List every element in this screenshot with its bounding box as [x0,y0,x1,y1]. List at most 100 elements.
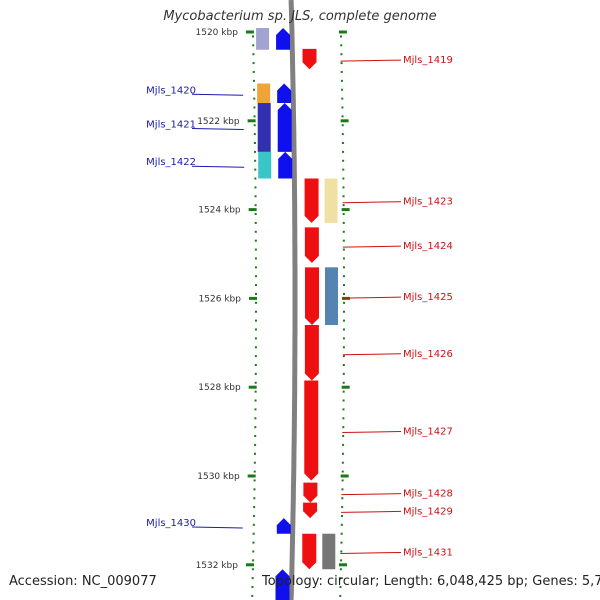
tick-dot [252,53,255,56]
gene-arrow[interactable] [275,569,290,600]
tick-dot [254,443,257,446]
tick-dot [252,79,255,82]
tick-dot [254,266,257,269]
gene-arrow-mjls_1430[interactable] [276,518,291,534]
gene-arrow-mjls_1427[interactable] [304,380,319,481]
tick-dot [254,168,257,171]
tick-label: 1528 kbp [198,383,241,393]
gene-label[interactable]: Mjls_1428 [403,489,453,500]
gene-arrow-mjls_1422[interactable] [278,151,293,179]
tick-dot [341,506,344,509]
tick-mark [338,563,347,567]
tick-dot [253,506,256,509]
tick-mark [247,119,256,123]
gene-arrow-mjls_1429[interactable] [303,502,318,519]
tick-dot [251,594,254,597]
tick-dot [342,435,345,438]
tick-dot [254,364,257,366]
tick-dot [252,62,255,65]
leader-line [342,353,402,356]
tick-dot [254,177,257,180]
gene-label[interactable]: Mjls_1431 [403,547,453,558]
tick-dot [342,310,345,313]
gene-arrow-mjls_1420[interactable] [277,83,292,104]
tick-dot [252,559,255,562]
tick-dot [254,408,257,411]
cog-bar [258,151,272,179]
tick-dot [254,301,257,304]
tick-dot [253,470,256,473]
tick-mark [245,30,254,34]
tick-dot [341,133,344,136]
tick-dot [341,97,344,100]
gene-label[interactable]: Mjls_1421 [146,119,196,130]
tick-label: 1520 kbp [196,28,239,38]
map-title: Mycobacterium sp. JLS, complete genome [163,9,437,24]
leader-line [340,59,402,62]
gene-label[interactable]: Mjls_1425 [403,292,453,303]
tick-dot [252,541,255,544]
tick-dot [342,328,345,331]
cog-bar [257,103,271,152]
tick-dot [342,239,345,242]
tick-dot [342,390,345,393]
tick-dot [254,275,257,278]
tick-dot [342,346,345,349]
tick-dot [341,142,344,144]
tick-dot [254,399,257,402]
leader-line [342,296,402,299]
tick-dot [254,328,257,331]
cog-bar [324,178,338,223]
tick-dot [340,541,343,544]
tick-dot [342,275,345,278]
genome-backbone [288,0,298,600]
tick-dot [341,452,344,455]
topology-label: Topology: circular; Length: 6,048,425 bp… [262,574,600,589]
gene-arrow-mjls_1419[interactable] [302,48,317,70]
tick-dot [254,310,257,313]
leader-line [191,526,243,529]
gene-label[interactable]: Mjls_1423 [403,197,453,208]
gene-label[interactable]: Mjls_1422 [146,157,196,168]
tick-dot [254,435,257,438]
tick-dot [340,523,343,526]
gene-arrow-mjls_1424[interactable] [304,227,319,263]
tick-dot [254,390,257,393]
gene-arrow-mjls_1421[interactable] [277,103,292,152]
gene-arrow-mjls_1431[interactable] [302,533,317,570]
tick-dot [342,301,345,304]
gene-label[interactable]: Mjls_1419 [403,55,453,66]
tick-dot [339,577,342,580]
gene-label[interactable]: Mjls_1420 [146,85,196,96]
tick-label: 1530 kbp [197,472,240,482]
tick-dot [254,221,257,224]
tick-dot [253,461,256,464]
tick-dot [252,70,255,73]
tick-dot [342,381,345,384]
tick-dot [342,204,345,207]
tick-dot [341,497,344,500]
tick-dot [342,150,345,153]
tick-dot [253,106,256,109]
tick-dot [339,594,342,597]
gene-arrow-mjls_1423[interactable] [304,178,319,223]
gene-label[interactable]: Mjls_1424 [403,241,453,252]
tick-dot [341,461,344,464]
gene-label[interactable]: Mjls_1426 [403,349,453,360]
tick-dot [340,79,343,82]
tick-dot [253,115,256,118]
leader-line [342,201,402,204]
tick-dot [342,213,345,216]
tick-dot [253,124,256,127]
tick-dot [254,195,257,198]
gene-arrow[interactable] [276,28,291,50]
gene-label[interactable]: Mjls_1429 [403,506,453,517]
gene-label[interactable]: Mjls_1427 [403,426,453,437]
tick-dot [342,248,345,251]
tick-dot [254,426,257,429]
gene-arrow-mjls_1426[interactable] [304,325,319,381]
gene-label[interactable]: Mjls_1430 [146,518,196,529]
gene-arrow-mjls_1428[interactable] [303,482,318,503]
cog-bar [257,83,271,104]
gene-arrow-mjls_1425[interactable] [304,267,319,326]
